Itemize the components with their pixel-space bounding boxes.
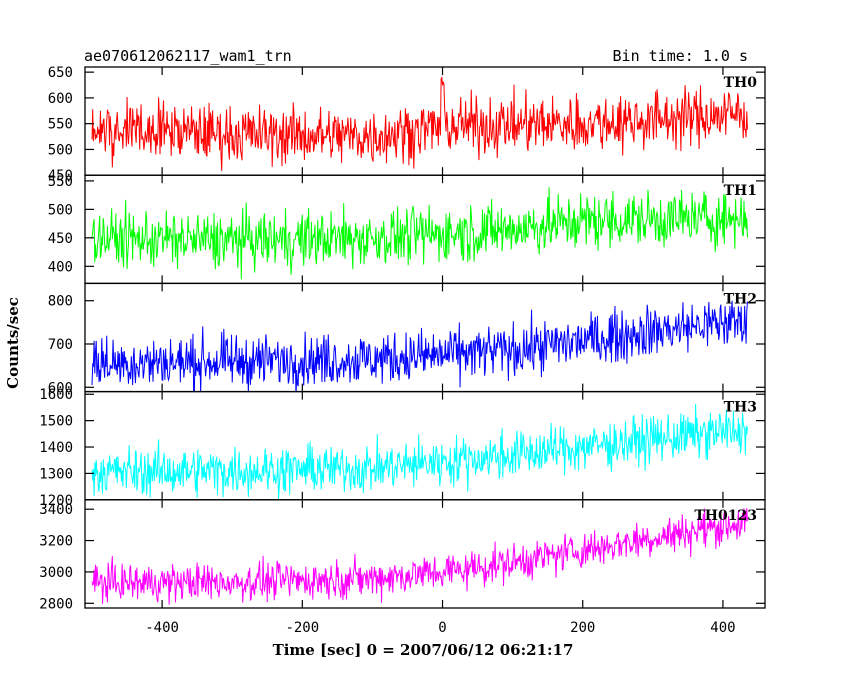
y-tick-label: 400 (48, 259, 73, 275)
x-axis: -400 -200 0 200 400 (145, 620, 735, 636)
x-tick-label: 0 (438, 620, 446, 636)
y-tick-label: 3400 (39, 502, 73, 518)
x-tick-label: -200 (285, 620, 319, 636)
y-tick-label: 550 (48, 174, 73, 190)
panel-frame (84, 499, 766, 609)
lightcurve-line-th0 (91, 76, 748, 171)
panel-th3: 1200 1300 1400 1500 1600 TH3 (39, 387, 766, 509)
y-tick-label: 550 (48, 117, 73, 133)
y-tick-label: 450 (48, 168, 73, 184)
x-tick-label: 200 (570, 620, 595, 636)
panel-th0123: 2800 3000 3200 3400 TH0123 (39, 499, 766, 612)
x-tick-label: 400 (710, 620, 735, 636)
y-tick-label: 600 (48, 380, 73, 396)
y-tick-label: 1600 (39, 387, 73, 403)
y-tick-label: 1400 (39, 440, 73, 456)
y-tick-label: 3200 (39, 534, 73, 550)
panel-label: TH0123 (694, 508, 757, 524)
y-tick-label: 650 (48, 65, 73, 81)
panel-label: TH2 (724, 291, 757, 307)
y-tick-label: 3000 (39, 565, 73, 581)
x-tick-label: -400 (145, 620, 179, 636)
y-tick-label: 450 (48, 231, 73, 247)
y-tick-label: 1200 (39, 493, 73, 509)
panel-label: TH0 (724, 75, 758, 91)
lightcurve-line-th2 (91, 300, 748, 392)
panel-th0: 450 500 550 600 650 TH0 (48, 65, 766, 184)
panel-th2: 600 700 800 TH2 (48, 282, 766, 396)
y-tick-label: 800 (48, 294, 73, 310)
lightcurve-line-th1 (91, 187, 748, 280)
y-tick-label: 1500 (39, 414, 73, 430)
y-tick-label: 600 (48, 91, 73, 107)
y-tick-label: 700 (48, 337, 73, 353)
lightcurve-line-th3 (91, 403, 748, 499)
panels-group: 450 500 550 600 650 TH0 400 450 500 550 TH1 600 700 8… (39, 65, 766, 612)
y-tick-label: 500 (48, 142, 73, 158)
y-tick-label: 500 (48, 202, 73, 218)
panel-label: TH3 (724, 400, 757, 416)
x-axis-label: Time [sec] 0 = 2007/06/12 06:21:17 (273, 641, 574, 659)
panel-label: TH1 (724, 183, 757, 199)
observation-id-title: ae070612062117_wam1_trn (84, 47, 292, 65)
y-axis-label: Counts/sec (4, 297, 22, 389)
panel-th1: 400 450 500 550 TH1 (48, 174, 766, 285)
y-tick-label: 1300 (39, 466, 73, 482)
bin-time-label: Bin time: 1.0 s (613, 47, 748, 65)
y-tick-label: 2800 (39, 596, 73, 612)
lightcurve-line-th0123 (91, 508, 748, 605)
